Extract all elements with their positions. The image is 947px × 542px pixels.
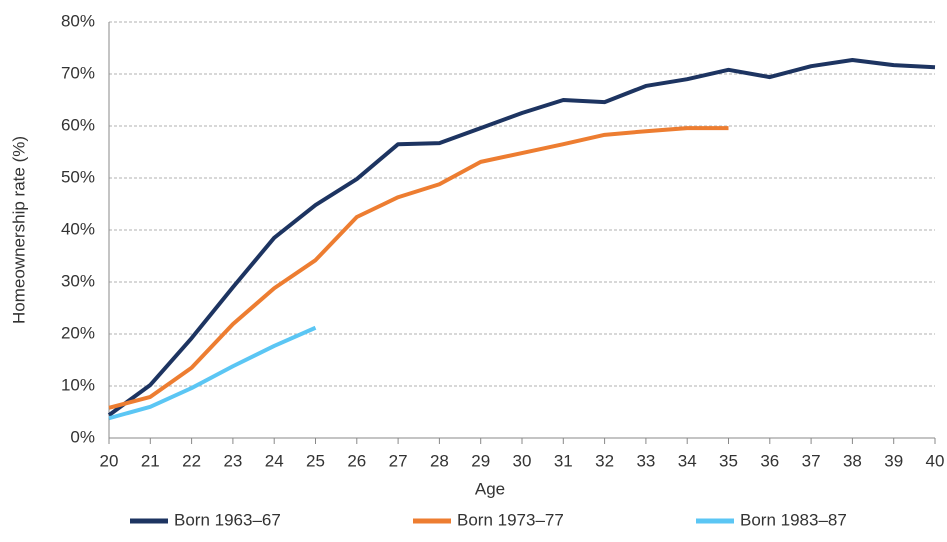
legend-label: Born 1963–67 [174, 510, 281, 529]
x-tick-label: 26 [347, 451, 366, 470]
y-tick-label: 80% [61, 11, 95, 30]
x-tick-label: 35 [719, 451, 738, 470]
x-tick-label: 32 [595, 451, 614, 470]
y-tick-label: 40% [61, 219, 95, 238]
y-tick-label: 20% [61, 323, 95, 342]
y-tick-label: 50% [61, 167, 95, 186]
x-tick-label: 34 [678, 451, 697, 470]
x-tick-label: 33 [636, 451, 655, 470]
x-tick-label: 36 [760, 451, 779, 470]
x-tick-label: 38 [843, 451, 862, 470]
x-tick-label: 27 [389, 451, 408, 470]
x-tick-label: 28 [430, 451, 449, 470]
x-axis-label: Age [475, 479, 505, 498]
x-tick-label: 40 [926, 451, 945, 470]
y-tick-label: 70% [61, 63, 95, 82]
x-tick-label: 37 [802, 451, 821, 470]
x-tick-label: 23 [223, 451, 242, 470]
x-tick-label: 29 [471, 451, 490, 470]
series-line [108, 325, 317, 421]
x-tick-label: 25 [306, 451, 325, 470]
y-tick-label: 60% [61, 115, 95, 134]
y-tick-label: 30% [61, 271, 95, 290]
x-tick-label: 39 [884, 451, 903, 470]
legend-label: Born 1983–87 [740, 510, 847, 529]
x-tick-label: 20 [100, 451, 119, 470]
y-tick-label: 10% [61, 375, 95, 394]
y-tick-label: 0% [70, 427, 95, 446]
legend-label: Born 1973–77 [457, 510, 564, 529]
x-tick-label: 24 [265, 451, 284, 470]
y-axis-label: Homeownership rate (%) [9, 136, 28, 324]
x-tick-label: 21 [141, 451, 160, 470]
x-tick-label: 31 [554, 451, 573, 470]
series-line [108, 126, 729, 410]
series-line [107, 57, 936, 417]
x-tick-label: 30 [513, 451, 532, 470]
x-tick-label: 22 [182, 451, 201, 470]
